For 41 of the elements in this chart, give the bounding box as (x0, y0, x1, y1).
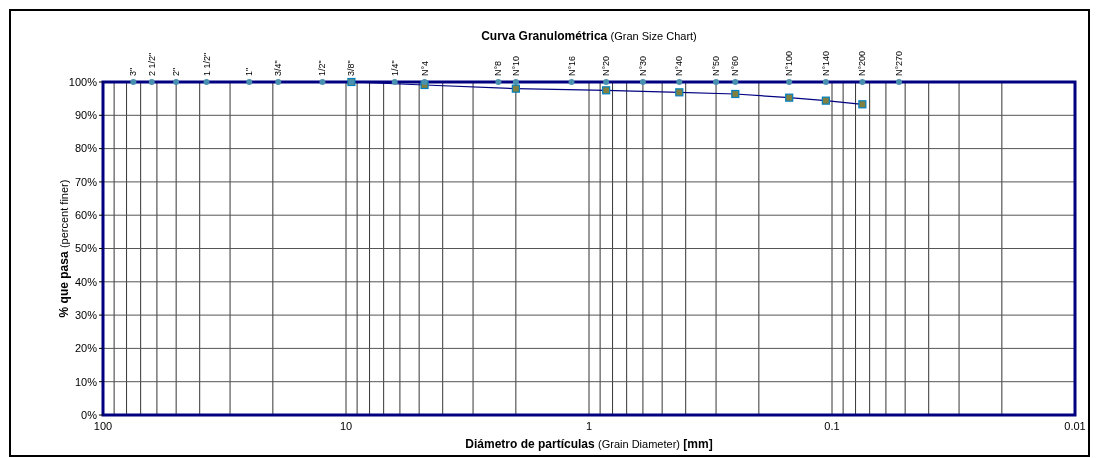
annotation: N°40 (674, 55, 685, 76)
y-tick-label: 60% (74, 209, 98, 222)
x-tick-label: 100 (93, 420, 113, 432)
annotation: N°16 (566, 55, 577, 76)
y-tick-label: 90% (74, 109, 98, 122)
y-tick-label: 10% (74, 375, 98, 388)
annotation: N°8 (493, 60, 504, 76)
annotation: N°50 (711, 55, 722, 76)
chart-title: Curva Granulométrica (Gran Size Chart) (481, 29, 697, 43)
annotation: 3/8" (346, 60, 357, 76)
annotation: 1/2" (317, 60, 328, 76)
y-tick-label: 80% (74, 142, 98, 155)
annotation: 3/4" (273, 60, 284, 76)
annotation: 1/4" (389, 60, 400, 76)
annotation: 1" (244, 67, 255, 76)
y-tick-label: 50% (74, 242, 98, 255)
annotation: N°30 (637, 55, 648, 76)
y-tick-label: 40% (74, 275, 98, 288)
x-axis-title: Diámetro de partículas (Grain Diameter) [mm] (465, 437, 713, 451)
y-tick-label: 70% (74, 175, 98, 188)
y-tick-label: 100% (68, 75, 98, 88)
x-tick-label: 0.1 (824, 420, 840, 432)
y-tick-label: 0% (81, 408, 98, 421)
y-tick-label: 30% (74, 308, 98, 321)
annotation: N°200 (857, 50, 868, 76)
annotation: 2" (171, 67, 182, 76)
annotation: N°270 (894, 50, 904, 76)
x-tick-label: 0.01 (1064, 420, 1086, 432)
x-tick-label: 10 (339, 420, 353, 432)
y-tick-label: 20% (74, 342, 98, 355)
annotation: N°140 (820, 50, 831, 76)
annotation: 2 1/2" (146, 52, 157, 76)
annotation: N°20 (601, 55, 612, 76)
x-tick-label: 1 (585, 420, 593, 432)
annotation: N°100 (784, 50, 795, 76)
y-axis-title: % que pasa (percent finer) (57, 179, 71, 318)
annotation: 3" (128, 67, 139, 76)
annotation: 1 1/2" (201, 52, 212, 76)
annotation: N°10 (510, 55, 521, 76)
annotation: N°4 (419, 60, 430, 76)
annotation: N°60 (730, 55, 741, 76)
